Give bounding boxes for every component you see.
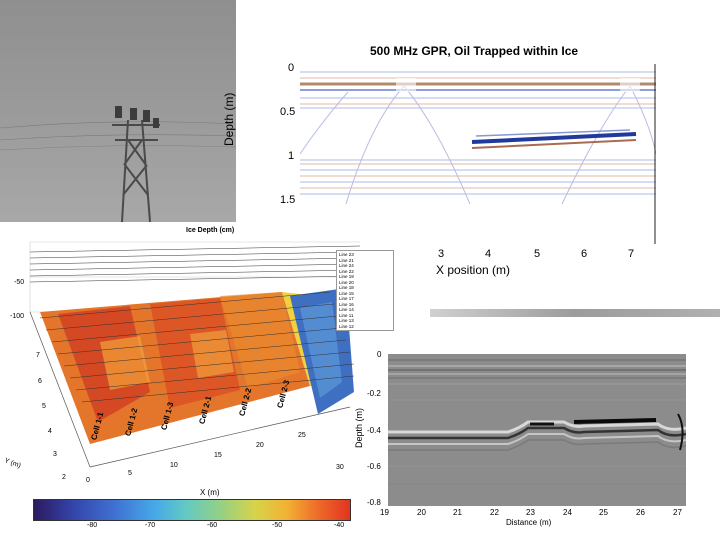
gpr-bottom-panel: Depth (m) 0 -0.2 -0.4 -0.6 -0.8 19 20 21… xyxy=(352,340,720,532)
colorbar-tick-0: -80 xyxy=(87,522,98,529)
gpr-bottom-xtick-7: 26 xyxy=(636,508,645,517)
gpr-top-xtick-4: 7 xyxy=(628,248,635,260)
gpr-top-ytick-3: 1.5 xyxy=(280,194,296,206)
legend-entry: Line 17 xyxy=(339,296,354,301)
surface-3d-render xyxy=(29,241,361,468)
surface-legend: Line 23 Line 21 Line 24 Line 22 Line 19 … xyxy=(336,250,394,331)
gpr-bottom-xtick-8: 27 xyxy=(673,508,682,517)
colorbar-tick-2: -60 xyxy=(207,522,218,529)
gpr-bottom-ytick-1: -0.2 xyxy=(367,389,381,398)
gpr-top-xlabel: X position (m) xyxy=(436,263,511,277)
surface-ytick-1: 6 xyxy=(38,378,42,385)
gpr-bottom-xtick-6: 25 xyxy=(599,508,608,517)
legend-entry: Line 20 xyxy=(339,279,354,285)
surface-ytick-4: 3 xyxy=(53,451,57,458)
surface-ytick-3: 4 xyxy=(48,428,52,435)
gpr-top-ytick-0: 0 xyxy=(288,62,295,74)
legend-entry: Line 18 xyxy=(339,285,354,290)
gpr-bottom-xtick-3: 22 xyxy=(490,508,499,517)
gpr-bottom-xtick-0: 19 xyxy=(380,508,389,517)
gpr-top-ylabel: Depth (m) xyxy=(222,92,236,146)
surface-ytick-0: 7 xyxy=(36,352,40,359)
legend-entry: Line 24 xyxy=(339,263,354,268)
gpr-top-title: 500 MHz GPR, Oil Trapped within Ice xyxy=(370,44,579,58)
image-strip xyxy=(430,309,720,317)
gpr-top-xtick-1: 4 xyxy=(485,248,492,260)
legend-entry: Line 16 xyxy=(339,301,354,307)
legend-entry: Line 12 xyxy=(339,323,354,329)
photo-power-tower xyxy=(0,0,236,222)
legend-entry: Line 13 xyxy=(339,318,354,323)
surface-xtick-3: 15 xyxy=(214,452,222,459)
gpr-bottom-ylabel: Depth (m) xyxy=(354,407,364,448)
gpr-bottom-xtick-5: 24 xyxy=(563,508,572,517)
power-tower-image xyxy=(0,0,236,222)
legend-entry: Line 22 xyxy=(339,268,354,274)
surface-xtick-4: 20 xyxy=(256,442,264,449)
gpr-bottom-ytick-3: -0.6 xyxy=(367,462,381,471)
gpr-top-xtick-0: 3 xyxy=(438,248,445,260)
colorbar-tick-4: -40 xyxy=(334,522,345,529)
gpr-top-radargram xyxy=(300,64,656,244)
surface-ytick-5: 2 xyxy=(62,474,66,481)
legend-entry: Line 14 xyxy=(339,307,354,312)
gpr-bottom-ytick-0: 0 xyxy=(377,350,382,359)
ice-depth-surface-plot: Ice Depth (cm) Line 23 Line 2 xyxy=(0,222,430,497)
gpr-top-ytick-2: 1 xyxy=(288,150,295,162)
surface-xtick-2: 10 xyxy=(170,462,178,469)
surface-ztick-1: -100 xyxy=(10,313,25,320)
surface-xtick-5: 25 xyxy=(298,432,306,439)
colorbar-tick-1: -70 xyxy=(145,522,156,529)
colorbar-tick-3: -50 xyxy=(272,522,283,529)
gpr-bottom-xtick-4: 23 xyxy=(526,508,535,517)
legend-entry: Line 11 xyxy=(339,312,354,318)
gpr-top-xtick-3: 6 xyxy=(581,248,588,260)
gpr-bottom-ytick-2: -0.4 xyxy=(367,426,381,435)
colorbar xyxy=(33,499,351,521)
gpr-top-xtick-2: 5 xyxy=(534,248,541,260)
gpr-bottom-xtick-1: 20 xyxy=(417,508,426,517)
gpr-bottom-xtick-2: 21 xyxy=(453,508,462,517)
legend-entry: Line 15 xyxy=(339,290,354,296)
surface-ytick-2: 5 xyxy=(42,403,46,410)
surface-title: Ice Depth (cm) xyxy=(186,227,235,234)
surface-xtick-6: 30 xyxy=(336,464,344,471)
legend-entry: Line 23 xyxy=(339,252,354,257)
gpr-bottom-xlabel: Distance (m) xyxy=(506,518,552,527)
gpr-top-ytick-1: 0.5 xyxy=(280,106,296,118)
legend-entry: Line 21 xyxy=(339,257,354,263)
gpr-top-panel: 500 MHz GPR, Oil Trapped within Ice Dept… xyxy=(222,36,660,280)
legend-entry: Line 19 xyxy=(339,274,354,279)
gpr-bottom-ytick-4: -0.8 xyxy=(367,498,381,507)
surface-xtick-1: 5 xyxy=(128,470,132,477)
surface-ztick-0: -50 xyxy=(14,279,25,286)
surface-xtick-0: 0 xyxy=(86,477,90,484)
surface-xlabel: X (m) xyxy=(200,488,220,497)
gpr-bottom-radargram xyxy=(388,354,686,506)
